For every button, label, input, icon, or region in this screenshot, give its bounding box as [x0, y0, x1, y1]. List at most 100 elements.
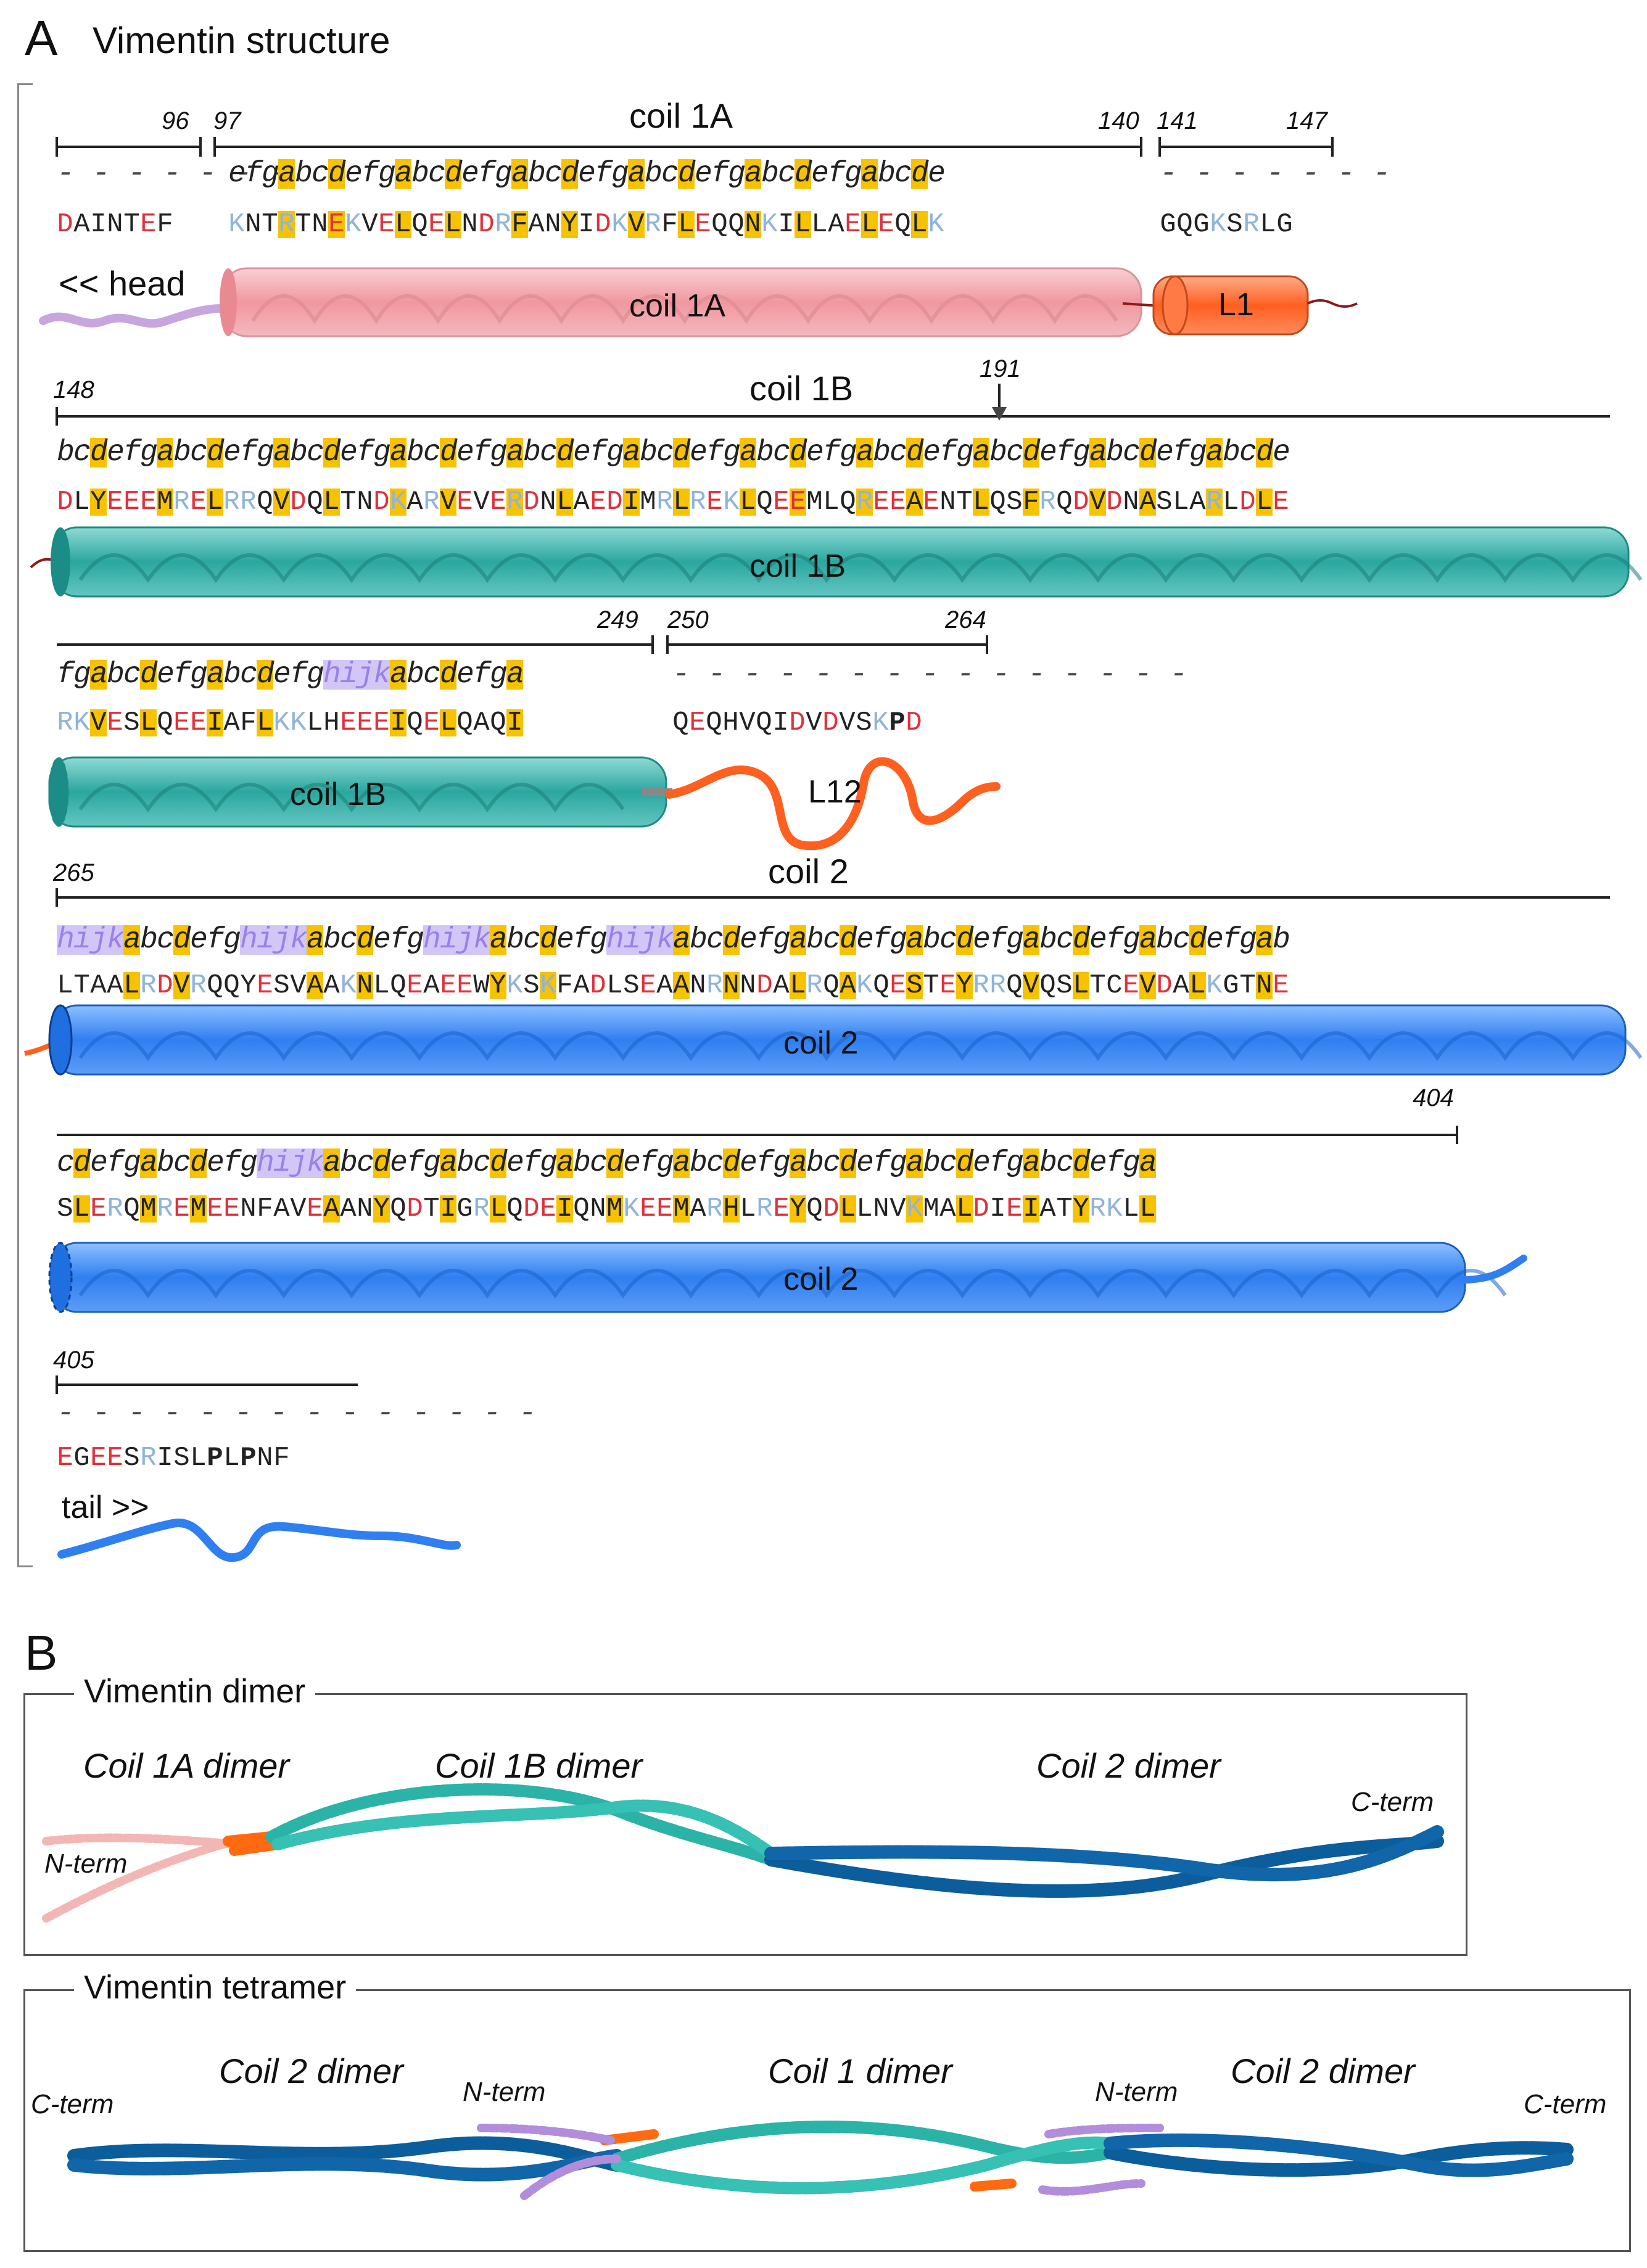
heptad-position: e	[806, 436, 824, 469]
residue: N	[540, 487, 556, 518]
residue: R	[240, 487, 257, 518]
heptad-position: g	[1189, 436, 1207, 469]
residue: N	[745, 209, 761, 240]
tetramer-cterm-right-label: C-term	[1524, 2089, 1607, 2119]
heptad-position: g	[773, 1147, 791, 1180]
dimer-coil1a-label: Coil 1A dimer	[83, 1746, 290, 1785]
residue: D	[523, 1194, 540, 1224]
residue: A	[528, 209, 545, 240]
heptad-position: g	[262, 157, 279, 191]
residue: L	[323, 487, 340, 518]
heptad-position: c	[823, 1147, 841, 1180]
residue: Q	[1039, 970, 1056, 1001]
heptad-position: c	[540, 436, 558, 469]
heptad-position: g	[728, 157, 746, 191]
residue: D	[290, 487, 307, 518]
heptad-position: d	[357, 923, 374, 957]
heptad-position: b	[528, 157, 546, 191]
residue: E	[773, 487, 790, 518]
panel-a-frame	[17, 83, 33, 1567]
residue: Q	[756, 707, 772, 738]
residue: Q	[257, 487, 273, 518]
heptad-position: f	[478, 157, 496, 191]
heptad-position: a	[273, 436, 291, 469]
residue: Q	[207, 970, 223, 1001]
residue: L	[257, 707, 273, 738]
heptad-position: a	[906, 923, 924, 957]
residue: L	[223, 1443, 240, 1474]
residue: E	[173, 707, 190, 738]
residue: S	[123, 1443, 140, 1474]
dimer-coil1b-label: Coil 1B dimer	[435, 1746, 643, 1785]
residue: V	[1023, 970, 1039, 1001]
residue: R	[973, 970, 989, 1001]
residue: K	[623, 1194, 640, 1224]
tetramer-box	[23, 1989, 1631, 2252]
residue: K	[872, 707, 889, 738]
residue: Y	[561, 209, 578, 240]
residue: E	[57, 1443, 73, 1474]
residue: E	[373, 707, 390, 738]
residue: V	[440, 487, 456, 518]
heptad-position: a	[673, 923, 691, 957]
residue: R	[1039, 487, 1056, 518]
tetramer-coil2-left-label: Coil 2 dimer	[219, 2052, 403, 2090]
residue: R	[223, 487, 240, 518]
residue: E	[423, 707, 440, 738]
residue: A	[73, 209, 90, 240]
heptad-position: d	[790, 436, 807, 469]
heptad-position: d	[540, 923, 558, 957]
residue: S	[1056, 970, 1073, 1001]
heptad-position: g	[378, 157, 396, 191]
heptad-position: i	[257, 923, 274, 957]
residue: T	[295, 209, 312, 240]
residue: L	[395, 209, 411, 240]
residue: S	[906, 970, 923, 1001]
residue: L	[795, 209, 811, 240]
dimer-cterm-label: C-term	[1351, 1787, 1434, 1817]
heptad-position: e	[223, 436, 241, 469]
heptad-position: d	[723, 1147, 741, 1180]
residue: R	[495, 209, 511, 240]
residue: D	[478, 209, 495, 240]
heptad-position: b	[140, 923, 158, 957]
residue: L	[790, 970, 806, 1001]
heptad-position: a	[740, 436, 757, 469]
l1-label: L1	[1218, 287, 1254, 323]
residue: R	[423, 487, 440, 518]
heptad-position: c	[428, 157, 446, 191]
heptad-position: g	[540, 1147, 558, 1180]
heptad-position: f	[989, 923, 1007, 957]
residue: Q	[407, 707, 423, 738]
residue: E	[456, 487, 473, 518]
heptad-position: a	[673, 1147, 691, 1180]
heptad-position: e	[1206, 923, 1224, 957]
residue: D	[1073, 487, 1089, 518]
heptad-position: f	[223, 1147, 241, 1180]
residue: L	[445, 209, 461, 240]
residue: L	[811, 209, 828, 240]
heptad-position: g	[1123, 923, 1141, 957]
heptad-position: c	[1123, 436, 1141, 469]
heptad-position: f	[390, 923, 408, 957]
row4-heptad: hijkabcdefghijkabcdefghijkabcdefghijkabc…	[57, 923, 1290, 957]
residue: A	[1189, 487, 1206, 518]
heptad-position: j	[273, 923, 291, 957]
heptad-position: d	[678, 157, 696, 191]
residue: F	[157, 209, 173, 240]
residue: A	[656, 970, 673, 1001]
row1-seq-linker: GQGKSRLG	[1160, 211, 1293, 238]
heptad-position: e	[506, 1147, 524, 1180]
row1-seq-coil1a: KNTRTNEKVELQELNDRFANYIDKVRFLEQQNKILLAELE…	[228, 211, 944, 238]
residue: M	[806, 487, 823, 518]
heptad-position: e	[90, 1147, 108, 1180]
heptad-position: a	[856, 436, 874, 469]
heptad-position: a	[556, 1147, 574, 1180]
residue: E	[190, 487, 207, 518]
heptad-position: b	[645, 157, 663, 191]
heptad-position: a	[790, 1147, 807, 1180]
residue: S	[273, 970, 290, 1001]
heptad-position: c	[590, 1147, 608, 1180]
residue: V	[1089, 487, 1106, 518]
row2-seq: DLYEEEMRELRRQVDQLTNDKARVEVERDNLAEDIMRLRE…	[57, 489, 1289, 516]
